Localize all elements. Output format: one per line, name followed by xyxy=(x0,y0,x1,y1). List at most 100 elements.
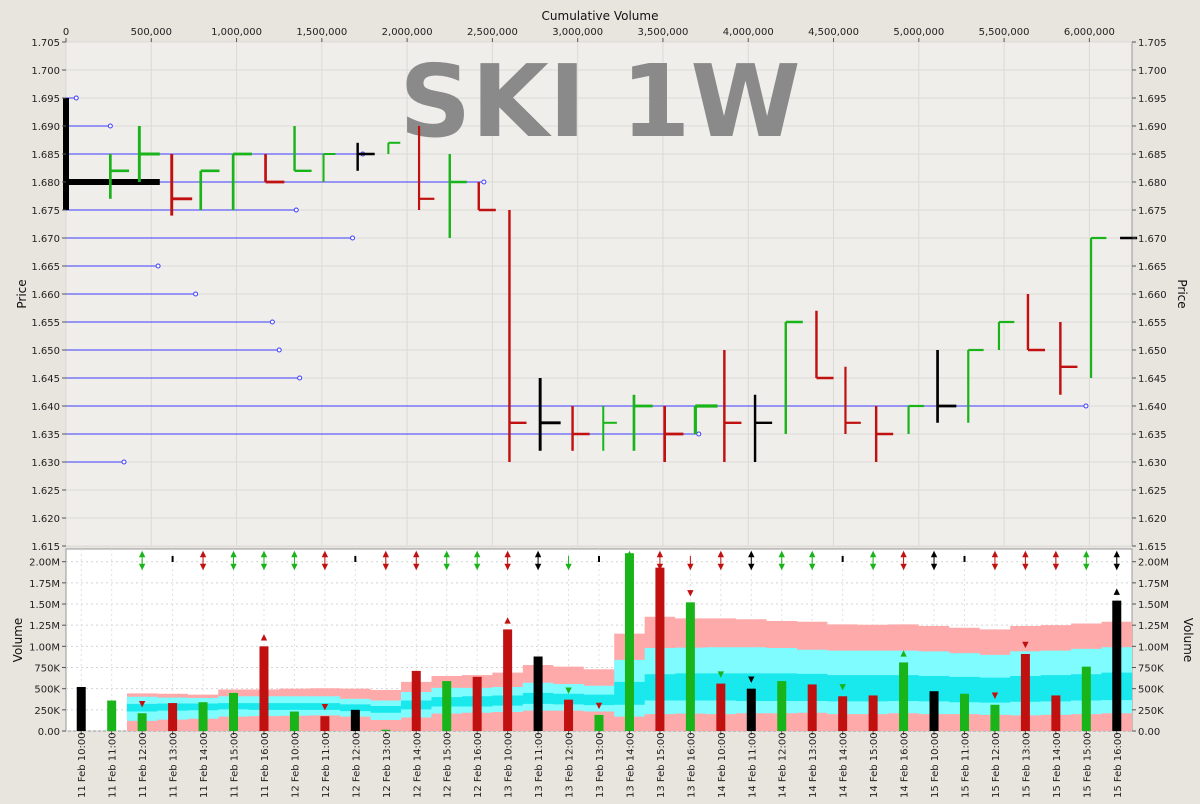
price-axis-tick-label-left: 1.625 xyxy=(31,486,60,497)
signal-marker-up xyxy=(138,550,146,558)
price-axis-tick-label-right: 1.630 xyxy=(1138,458,1167,469)
signal-marker-down xyxy=(687,563,694,571)
signal-marker-up xyxy=(534,550,542,558)
volume-bar xyxy=(168,703,178,731)
support-line-endpoint xyxy=(193,291,199,297)
time-axis-tick-label: 12 Feb 10:00 xyxy=(290,732,301,798)
signal-marker-up xyxy=(230,550,237,558)
time-axis-tick-label: 15 Feb 12:00 xyxy=(991,732,1002,798)
volume-axis-tick-label-right: 2.00M xyxy=(1138,558,1169,569)
x-axis-tick-label: 2,000,000 xyxy=(382,27,433,38)
volume-bar xyxy=(381,729,391,731)
signal-marker-down xyxy=(504,563,511,571)
volume-axis-tick-label-right: 750K xyxy=(1138,664,1164,675)
volume-bar xyxy=(472,676,482,731)
volume-axis-tick-label-left: 1.75M xyxy=(29,579,60,590)
price-axis-tick-label-right: 1.620 xyxy=(1138,514,1167,525)
price-axis-tick-label-left: 1.665 xyxy=(31,262,60,273)
time-axis-tick-label: 11 Feb 15:00 xyxy=(230,732,241,798)
time-axis-tick-label: 11 Feb 10:00 xyxy=(77,732,88,798)
time-axis-tick-label: 15 Feb 16:00 xyxy=(1113,732,1124,798)
price-axis-tick-label-left: 1.670 xyxy=(31,234,60,245)
signal-marker-up xyxy=(809,550,816,558)
time-axis-tick-label: 11 Feb 13:00 xyxy=(169,732,180,798)
time-axis-tick-label: 14 Feb 13:00 xyxy=(808,732,819,798)
signal-marker-up xyxy=(413,550,420,558)
volume-marker-down xyxy=(1022,641,1029,649)
volume-axis-tick-label-right: 1.00M xyxy=(1138,642,1169,653)
volume-marker-down xyxy=(595,702,603,710)
volume-bar xyxy=(990,704,1000,731)
time-axis-tick-label: 14 Feb 11:00 xyxy=(747,732,758,798)
signal-marker-down xyxy=(413,563,420,571)
support-line-endpoint xyxy=(73,95,79,101)
signal-marker-down xyxy=(382,563,389,571)
volume-marker-down xyxy=(839,684,846,691)
volume-axis-tick-label-right: 500K xyxy=(1138,685,1164,696)
time-axis-tick-label: 15 Feb 13:00 xyxy=(1021,732,1032,798)
volume-markers xyxy=(138,550,1120,711)
signal-marker-up xyxy=(1083,550,1090,558)
price-axis-tick-label-right: 1.660 xyxy=(1138,290,1167,301)
x-axis-title: Cumulative Volume xyxy=(542,9,659,23)
signal-marker-up xyxy=(748,550,755,558)
support-line-endpoint xyxy=(121,459,127,465)
price-axis-tick-label-right: 1.625 xyxy=(1138,486,1167,497)
price-axis-tick-label-right: 1.680 xyxy=(1138,178,1167,189)
x-axis-tick-label: 4,500,000 xyxy=(808,27,859,38)
x-axis-tick-label: 5,000,000 xyxy=(893,27,944,38)
volume-bars xyxy=(76,553,1122,731)
time-axis-tick-label: 11 Feb 16:00 xyxy=(260,732,271,798)
volume-marker-up xyxy=(260,634,268,641)
volume-bar xyxy=(1020,653,1030,731)
signal-marker-down xyxy=(534,563,542,571)
signal-marker-down xyxy=(869,563,877,571)
volume-axis-tick-label-left: 0.00 xyxy=(38,727,60,738)
volume-bar xyxy=(411,670,421,731)
signal-marker-up xyxy=(382,550,389,558)
time-axis-tick-label: 15 Feb 11:00 xyxy=(960,732,971,798)
signal-marker-up xyxy=(473,550,481,558)
time-axis-tick-label: 14 Feb 16:00 xyxy=(900,732,911,798)
price-axis-tick-label-left: 1.695 xyxy=(31,94,60,105)
price-axis-title-left: Price xyxy=(15,279,29,308)
volume-bar xyxy=(107,700,117,731)
price-axis-tick-label-right: 1.695 xyxy=(1138,94,1167,105)
time-axis-tick-label: 11 Feb 11:00 xyxy=(108,732,119,798)
volume-bar xyxy=(350,709,360,731)
volume-axis-tick-label-left: 2.00M xyxy=(29,558,60,569)
volume-bar xyxy=(533,656,543,731)
signal-marker-up xyxy=(1022,550,1029,558)
price-axis-tick-label-left: 1.690 xyxy=(31,122,60,133)
time-axis-tick-label: 14 Feb 15:00 xyxy=(869,732,880,798)
volume-bar xyxy=(1051,695,1061,731)
x-axis-tick-label: 5,500,000 xyxy=(979,27,1030,38)
price-axis-tick-label-left: 1.615 xyxy=(31,542,60,553)
support-line-endpoint xyxy=(297,375,303,381)
volume-bar xyxy=(76,686,86,731)
volume-bar xyxy=(198,702,208,731)
price-axis-tick-label-right: 1.645 xyxy=(1138,374,1167,385)
price-axis-tick-label-right: 1.685 xyxy=(1138,150,1167,161)
price-axis-tick-label-right: 1.665 xyxy=(1138,262,1167,273)
price-axis-tick-label-left: 1.645 xyxy=(31,374,60,385)
volume-bar xyxy=(624,553,634,731)
signal-marker-up xyxy=(504,550,511,558)
time-axis-tick-label: 13 Feb 16:00 xyxy=(686,732,697,798)
signal-marker-up xyxy=(930,550,938,558)
time-axis-tick-label: 13 Feb 12:00 xyxy=(565,732,576,798)
price-axis-tick-label-left: 1.700 xyxy=(31,66,60,77)
price-axis-tick-label-left: 1.680 xyxy=(31,178,60,189)
volume-bar xyxy=(320,716,330,731)
x-axis-tick-label: 3,000,000 xyxy=(552,27,603,38)
signal-marker-down xyxy=(809,563,816,571)
signal-marker-up xyxy=(321,550,329,558)
x-axis-tick-label: 4,000,000 xyxy=(723,27,774,38)
volume-bar xyxy=(503,629,513,731)
volume-axis-tick-label-left: 750K xyxy=(34,664,60,675)
volume-marker-down xyxy=(565,687,572,694)
signal-marker-down xyxy=(1113,563,1120,571)
volume-bar xyxy=(442,681,452,731)
volume-marker-down xyxy=(138,701,146,708)
